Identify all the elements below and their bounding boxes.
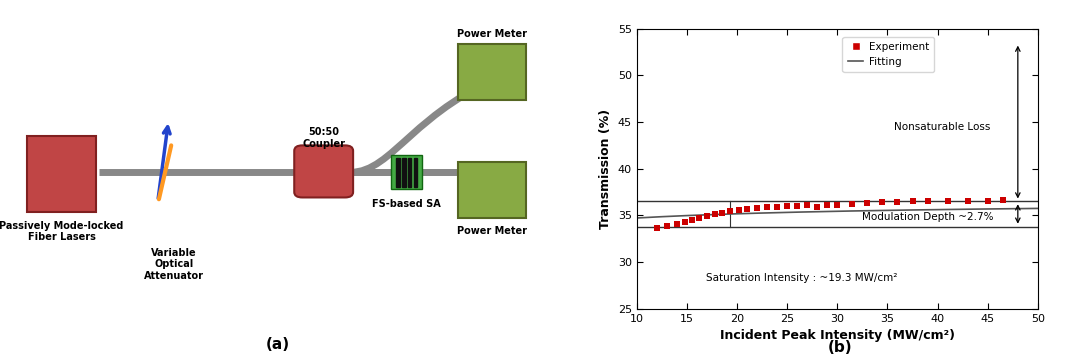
Y-axis label: Transmission (%): Transmission (%)	[599, 109, 612, 229]
Fitting	[678, 214, 691, 218]
Text: (b): (b)	[827, 340, 853, 355]
Experiment	[791, 204, 804, 208]
FancyBboxPatch shape	[458, 162, 526, 218]
Text: FS-based SA: FS-based SA	[372, 199, 441, 209]
Line: Fitting: Fitting	[637, 209, 1038, 218]
Experiment	[716, 210, 729, 215]
Experiment	[961, 199, 974, 203]
Bar	[402, 158, 406, 187]
Fitting	[1031, 206, 1044, 211]
Experiment	[846, 202, 859, 206]
Legend: Experiment, Fitting: Experiment, Fitting	[842, 37, 934, 73]
Bar	[396, 158, 400, 187]
Fitting	[761, 211, 774, 215]
Experiment	[761, 205, 774, 209]
Experiment	[830, 202, 843, 207]
Text: Saturation Intensity : ~19.3 MW/cm²: Saturation Intensity : ~19.3 MW/cm²	[706, 272, 898, 283]
FancyBboxPatch shape	[294, 145, 353, 197]
FancyBboxPatch shape	[458, 44, 526, 100]
Experiment	[686, 218, 699, 222]
Experiment	[821, 203, 834, 207]
Experiment	[876, 200, 889, 205]
Text: Power Meter: Power Meter	[457, 29, 528, 39]
Text: Nonsaturable Loss: Nonsaturable Loss	[895, 122, 991, 132]
Experiment	[740, 207, 753, 211]
Fitting	[789, 210, 801, 214]
Experiment	[660, 224, 673, 228]
Experiment	[942, 199, 954, 204]
Experiment	[733, 208, 746, 212]
Experiment	[770, 204, 783, 209]
Experiment	[701, 214, 714, 218]
FancyBboxPatch shape	[27, 136, 96, 212]
Experiment	[861, 201, 874, 205]
Text: 50:50
Coupler: 50:50 Coupler	[302, 127, 346, 149]
Experiment	[751, 206, 764, 210]
Experiment	[811, 205, 824, 210]
Experiment	[670, 222, 683, 226]
FancyBboxPatch shape	[391, 155, 423, 189]
Experiment	[651, 225, 663, 230]
Experiment	[781, 204, 794, 208]
Fitting	[883, 208, 896, 213]
X-axis label: Incident Peak Intensity (MW/cm²): Incident Peak Intensity (MW/cm²)	[720, 329, 954, 342]
Text: Passively Mode-locked
Fiber Lasers: Passively Mode-locked Fiber Lasers	[0, 221, 124, 242]
Text: Modulation Depth ~2.7%: Modulation Depth ~2.7%	[862, 212, 994, 222]
Bar	[408, 158, 411, 187]
Line: Experiment: Experiment	[654, 197, 1006, 231]
Experiment	[891, 200, 904, 204]
Experiment	[692, 215, 705, 220]
Text: (a): (a)	[266, 337, 290, 352]
Experiment	[921, 199, 934, 204]
Experiment	[723, 209, 736, 213]
Experiment	[906, 199, 919, 204]
Experiment	[678, 220, 691, 224]
Experiment	[800, 203, 813, 207]
Bar	[413, 158, 417, 187]
Fitting	[920, 208, 933, 212]
Experiment	[996, 198, 1009, 202]
Experiment	[708, 212, 721, 216]
Fitting	[922, 208, 935, 212]
Fitting	[630, 216, 643, 220]
Text: Power Meter: Power Meter	[457, 226, 528, 236]
Experiment	[981, 199, 994, 203]
Text: Variable
Optical
Attenuator: Variable Optical Attenuator	[143, 248, 204, 281]
